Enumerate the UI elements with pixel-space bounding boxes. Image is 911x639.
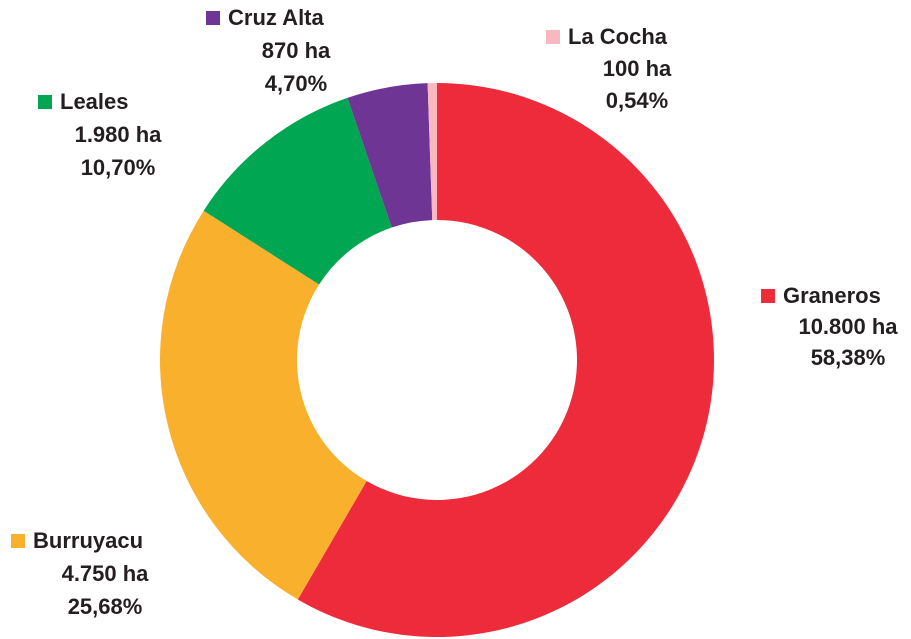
percent-label: 4,70% bbox=[265, 71, 327, 96]
slice-name: Graneros bbox=[783, 283, 881, 308]
legend-swatch bbox=[761, 289, 775, 303]
legend-swatch bbox=[38, 95, 52, 109]
area-label: 10.800 ha bbox=[798, 314, 898, 339]
area-label: 4.750 ha bbox=[62, 561, 150, 586]
percent-label: 0,54% bbox=[606, 88, 668, 113]
legend-swatch bbox=[206, 11, 220, 25]
slice-name: Burruyacu bbox=[33, 528, 143, 553]
area-label: 100 ha bbox=[603, 56, 672, 81]
legend-swatch bbox=[546, 30, 560, 44]
percent-label: 10,70% bbox=[81, 155, 156, 180]
slice-name: Leales bbox=[60, 89, 129, 114]
slice bbox=[297, 83, 714, 637]
slice bbox=[160, 210, 367, 600]
percent-label: 58,38% bbox=[811, 345, 886, 370]
percent-label: 25,68% bbox=[68, 594, 143, 619]
area-label: 870 ha bbox=[262, 38, 331, 63]
slice-name: Cruz Alta bbox=[228, 5, 325, 30]
slice bbox=[427, 83, 437, 221]
slice bbox=[203, 97, 392, 285]
slice-name: La Cocha bbox=[568, 24, 668, 49]
legend-swatch bbox=[11, 534, 25, 548]
slice bbox=[347, 83, 433, 228]
area-label: 1.980 ha bbox=[75, 122, 163, 147]
